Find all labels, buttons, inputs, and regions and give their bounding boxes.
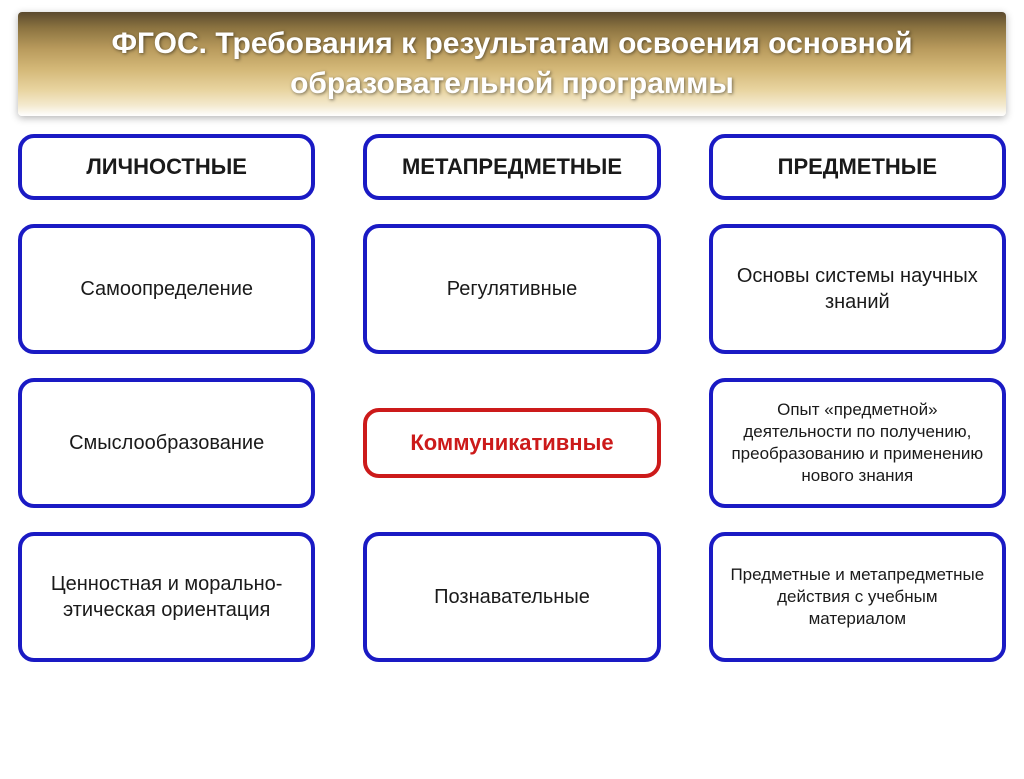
column-header-subject: ПРЕДМЕТНЫЕ (709, 134, 1006, 200)
cell-label: Ценностная и морально-этическая ориентац… (36, 571, 297, 623)
cell-label: Основы системы научных знаний (727, 263, 988, 315)
cell-label: Предметные и метапредметные действия с у… (727, 564, 988, 630)
diagram-grid: ЛИЧНОСТНЫЕ МЕТАПРЕДМЕТНЫЕ ПРЕДМЕТНЫЕ Сам… (18, 134, 1006, 662)
highlight-wrap: Коммуникативные (363, 378, 660, 508)
cell-regulatory: Регулятивные (363, 224, 660, 354)
cell-self-determination: Самоопределение (18, 224, 315, 354)
cell-meaning-formation: Смыслообразование (18, 378, 315, 508)
cell-label: Регулятивные (447, 276, 577, 302)
cell-subject-meta-actions: Предметные и метапредметные действия с у… (709, 532, 1006, 662)
cell-subject-experience: Опыт «предметной» деятельности по получе… (709, 378, 1006, 508)
cell-cognitive: Познавательные (363, 532, 660, 662)
header-label: ПРЕДМЕТНЫЕ (778, 154, 937, 180)
header-label: ЛИЧНОСТНЫЕ (86, 154, 247, 180)
header-label: МЕТАПРЕДМЕТНЫЕ (402, 154, 622, 180)
cell-label: Самоопределение (80, 276, 253, 302)
cell-value-orientation: Ценностная и морально-этическая ориентац… (18, 532, 315, 662)
cell-science-basics: Основы системы научных знаний (709, 224, 1006, 354)
cell-label: Коммуникативные (410, 430, 613, 456)
title-banner: ФГОС. Требования к результатам освоения … (18, 12, 1006, 116)
column-header-meta: МЕТАПРЕДМЕТНЫЕ (363, 134, 660, 200)
column-header-personal: ЛИЧНОСТНЫЕ (18, 134, 315, 200)
cell-label: Смыслообразование (69, 430, 264, 456)
cell-communicative: Коммуникативные (363, 408, 660, 478)
cell-label: Опыт «предметной» деятельности по получе… (727, 399, 988, 487)
slide-title: ФГОС. Требования к результатам освоения … (18, 24, 1006, 105)
cell-label: Познавательные (434, 584, 590, 610)
